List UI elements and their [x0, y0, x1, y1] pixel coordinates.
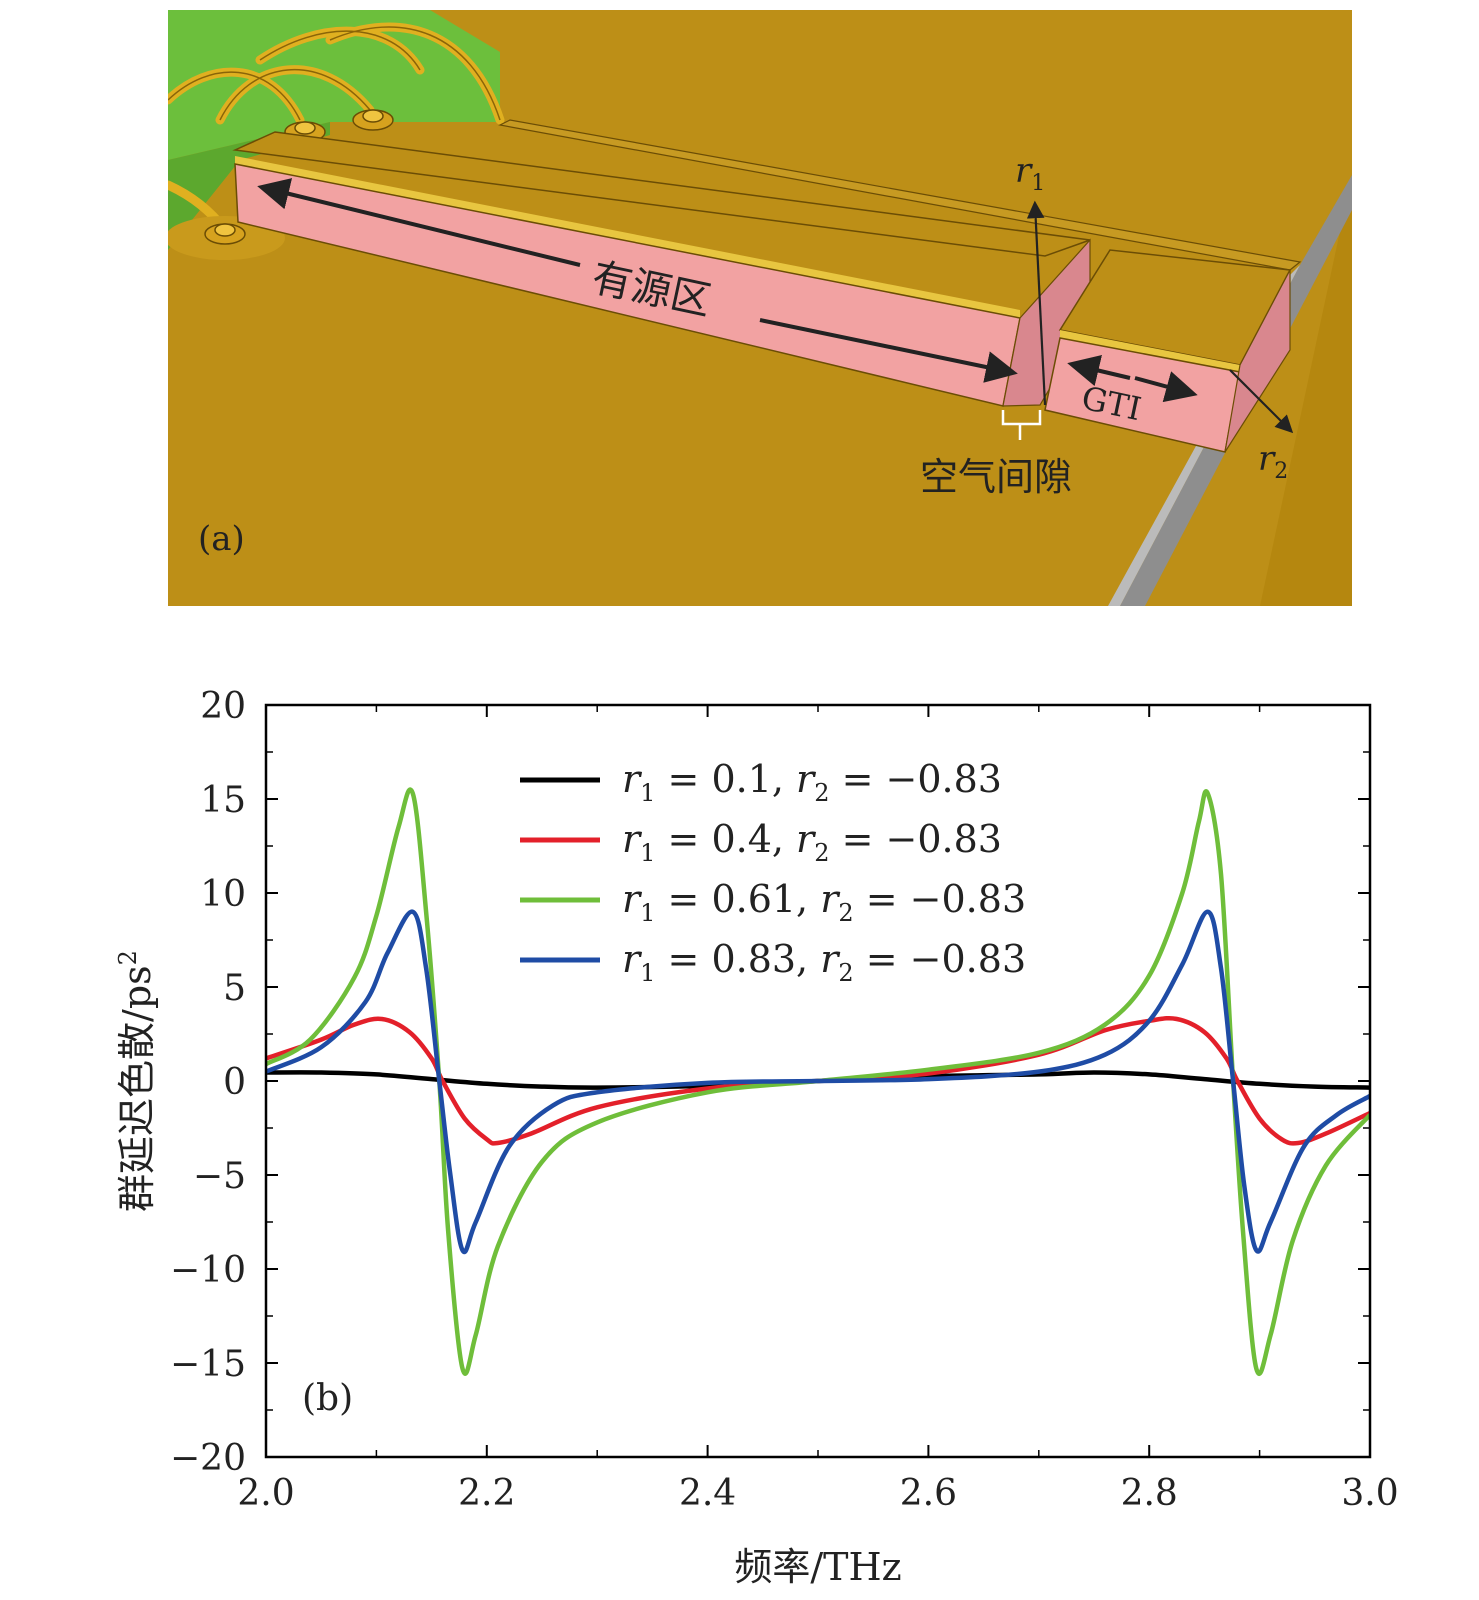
x-tick-label: 3.0	[1341, 1473, 1398, 1514]
green-board-side	[168, 122, 330, 250]
x-tick-label: 2.4	[679, 1473, 736, 1514]
back-rail	[498, 119, 1302, 271]
y-tick-label: −20	[170, 1438, 246, 1479]
r2-label: r2	[1258, 439, 1288, 484]
y-tick-label: 0	[223, 1062, 246, 1103]
panel-b-label: (b)	[302, 1378, 353, 1419]
y-tick-label: 20	[200, 686, 246, 727]
gti-arrow-right	[1134, 371, 1198, 403]
r2-arrow	[1229, 369, 1294, 434]
legend-entry-2: r1 = 0.4, r2 = −0.83	[622, 817, 1002, 867]
x-tick-label: 2.8	[1121, 1473, 1178, 1514]
x-tick-label: 2.2	[458, 1473, 515, 1514]
air-gap-label: 空气间隙	[920, 455, 1072, 499]
gti-gold-strip	[1060, 330, 1240, 372]
y-axis-title: 群延迟色散/ps2	[114, 950, 159, 1212]
gti-arrow-left	[1067, 354, 1131, 387]
substrate-bevel	[1260, 175, 1352, 606]
y-tick-label: 15	[200, 780, 246, 821]
y-tick-label: −10	[170, 1250, 246, 1291]
r1-arrow	[1026, 200, 1047, 406]
x-axis-title: 频率/THz	[734, 1545, 901, 1589]
chart: 2.0 2.2 2.4 2.6 2.8 3.0 20 15 10 5 0 −5 −10 −15 −20 r1…	[114, 686, 1399, 1589]
series-line-4	[266, 909, 1370, 1255]
y-tick-label: 5	[223, 968, 246, 1009]
legend-entry-4: r1 = 0.83, r2 = −0.83	[622, 937, 1026, 987]
y-tick-label: −5	[193, 1156, 246, 1197]
y-tick-label: 10	[200, 874, 246, 915]
panel-a-label: (a)	[198, 519, 245, 559]
x-tick-label: 2.0	[237, 1473, 294, 1514]
device-schematic: 有源区 GTI	[168, 10, 1352, 606]
air-gap-bracket	[1001, 410, 1042, 440]
legend-entry-3: r1 = 0.61, r2 = −0.83	[622, 877, 1026, 927]
active-region-arrow-right	[759, 318, 1018, 383]
legend-entry-1: r1 = 0.1, r2 = −0.83	[622, 757, 1002, 807]
active-region-arrow-left	[257, 178, 581, 267]
gti-end-face	[1224, 269, 1291, 453]
x-tick-label: 2.6	[900, 1473, 957, 1514]
r1-label: r1	[1015, 151, 1045, 196]
bond-wires-outline	[168, 26, 501, 121]
gold-strip	[235, 156, 1020, 318]
y-tick-label: −15	[170, 1344, 246, 1385]
